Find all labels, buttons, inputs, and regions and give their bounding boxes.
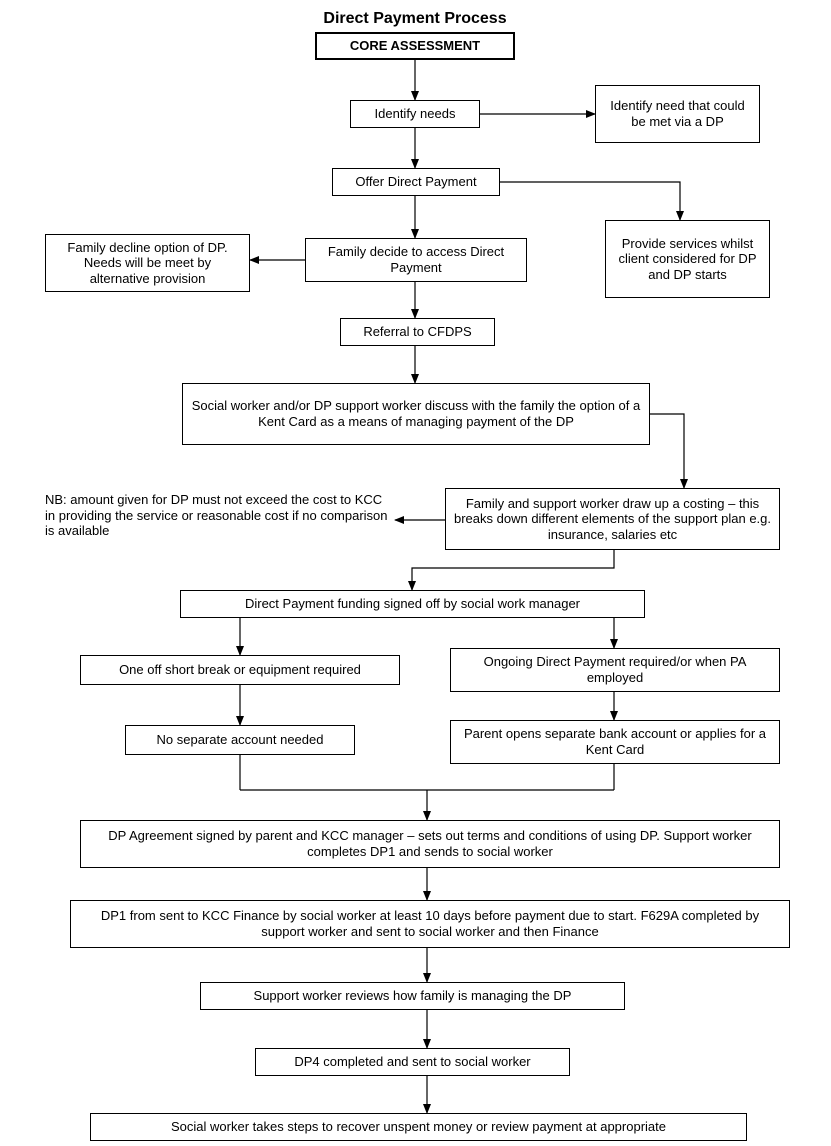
node-family_decline: Family decline option of DP. Needs will … [45, 234, 250, 292]
node-offer: Offer Direct Payment [332, 168, 500, 196]
node-costing: Family and support worker draw up a cost… [445, 488, 780, 550]
arrow-discuss_r [650, 414, 684, 488]
node-oneoff: One off short break or equipment require… [80, 655, 400, 685]
node-referral: Referral to CFDPS [340, 318, 495, 346]
node-recover: Social worker takes steps to recover uns… [90, 1113, 747, 1141]
arrow-offer_r [500, 182, 680, 220]
node-provide_services: Provide services whilst client considere… [605, 220, 770, 298]
node-dp1_sent: DP1 from sent to KCC Finance by social w… [70, 900, 790, 948]
node-core: CORE ASSESSMENT [315, 32, 515, 60]
node-nosep: No separate account needed [125, 725, 355, 755]
node-ongoing: Ongoing Direct Payment required/or when … [450, 648, 780, 692]
node-discuss: Social worker and/or DP support worker d… [182, 383, 650, 445]
node-review: Support worker reviews how family is man… [200, 982, 625, 1010]
node-signoff: Direct Payment funding signed off by soc… [180, 590, 645, 618]
node-identify: Identify needs [350, 100, 480, 128]
node-dp4: DP4 completed and sent to social worker [255, 1048, 570, 1076]
arrow-costing_d [412, 550, 614, 590]
node-parent_opens: Parent opens separate bank account or ap… [450, 720, 780, 764]
node-family_decide: Family decide to access Direct Payment [305, 238, 527, 282]
note-nb: NB: amount given for DP must not exceed … [45, 492, 390, 539]
node-agreement: DP Agreement signed by parent and KCC ma… [80, 820, 780, 868]
node-identify_need_dp: Identify need that could be met via a DP [595, 85, 760, 143]
flowchart-canvas: Direct Payment Process CORE ASSESSMENT Id… [0, 0, 831, 1146]
diagram-title: Direct Payment Process [300, 10, 530, 28]
